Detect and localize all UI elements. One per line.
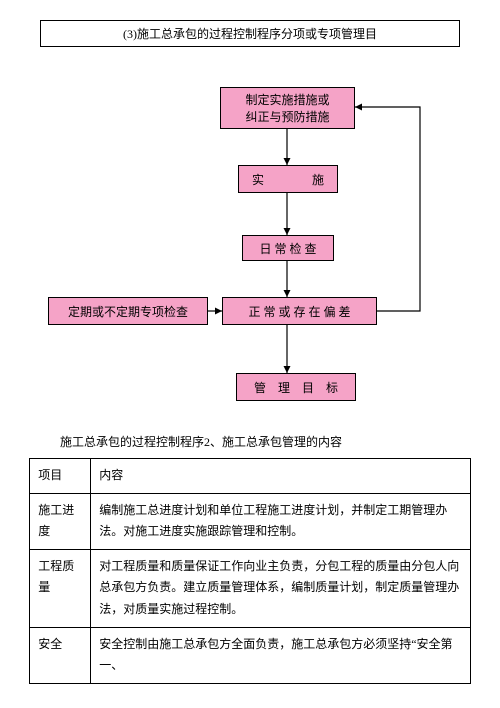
flow-node: 实 施	[238, 165, 338, 193]
flow-node: 定期或不定期专项检查	[48, 297, 208, 325]
table-row: 施工进度编制施工总进度计划和单位工程施工进度计划，并制定工期管理办法。对施工进度…	[30, 493, 471, 549]
table-row: 安全安全控制由施工总承包方全面负责，施工总承包方必须坚持“安全第一、	[30, 627, 471, 683]
row-value: 安全控制由施工总承包方全面负责，施工总承包方必须坚持“安全第一、	[91, 627, 471, 683]
row-key: 安全	[30, 627, 91, 683]
page-title: (3)施工总承包的过程控制程序分项或专项管理目	[40, 20, 460, 47]
col-header-content: 内容	[91, 459, 471, 494]
table-row: 工程质量对工程质量和质量保证工作向业主负责，分包工程的质量由分包人向总承包方负责…	[30, 549, 471, 627]
flow-caption: 施工总承包的过程控制程序2、施工总承包管理的内容	[60, 433, 440, 450]
row-key: 施工进度	[30, 493, 91, 549]
flow-node: 管 理 目 标	[236, 373, 356, 401]
flow-node: 日 常 检 查	[242, 235, 334, 261]
flowchart: 制定实施措施或 纠正与预防措施实 施日 常 检 查定期或不定期专项检查正 常 或…	[20, 77, 480, 427]
table-header-row: 项目 内容	[30, 459, 471, 494]
content-table: 项目 内容 施工进度编制施工总进度计划和单位工程施工进度计划，并制定工期管理办法…	[29, 458, 471, 684]
flow-node: 制定实施措施或 纠正与预防措施	[220, 87, 355, 129]
col-header-item: 项目	[30, 459, 91, 494]
row-value: 对工程质量和质量保证工作向业主负责，分包工程的质量由分包人向总承包方负责。建立质…	[91, 549, 471, 627]
flow-node: 正 常 或 存 在 偏 差	[222, 297, 377, 325]
row-key: 工程质量	[30, 549, 91, 627]
row-value: 编制施工总进度计划和单位工程施工进度计划，并制定工期管理办法。对施工进度实施跟踪…	[91, 493, 471, 549]
